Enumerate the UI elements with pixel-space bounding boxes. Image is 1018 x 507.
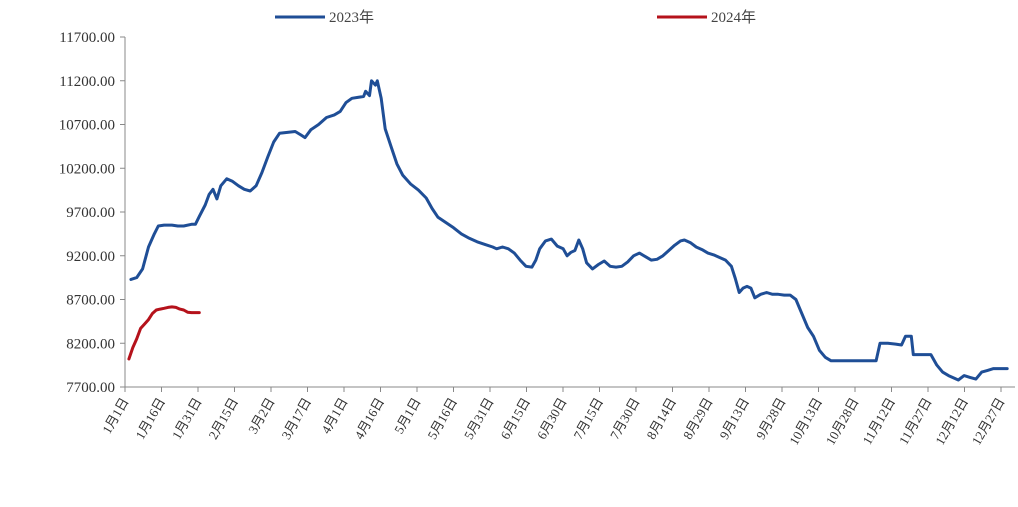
- y-axis: 7700.00 8200.00 8700.00 9200.00 9700.00 10200…: [59, 30, 126, 396]
- x-axis: 1月1日 1月16日 1月31日 2月15日 3月2日 3月17日 4月1日 4月16日 5月1…: [99, 386, 1015, 448]
- y-tick-label: 11200.00: [59, 74, 115, 90]
- x-tick-label: 10月13日: [786, 395, 825, 448]
- series-line-2: [127, 305, 201, 361]
- y-tick-label: 9200.00: [66, 249, 115, 265]
- x-tick-label: 5月1日: [391, 395, 423, 436]
- legend-label-1: 2023年: [329, 9, 374, 26]
- x-tick-label: 1月1日: [99, 395, 131, 436]
- y-tick-label: 10200.00: [59, 161, 115, 177]
- x-tick-label: 11月12日: [859, 395, 898, 447]
- x-tick-label: 1月31日: [169, 395, 205, 442]
- x-tick-label: 9月28日: [753, 395, 789, 442]
- x-tick-label: 5月16日: [424, 395, 460, 442]
- x-tick-label: 11月27日: [896, 395, 935, 447]
- x-tick-label: 10月28日: [823, 395, 862, 448]
- x-tick-label: 4月16日: [351, 395, 387, 442]
- x-tick-label: 2月15日: [205, 395, 241, 442]
- x-tick-label: 3月17日: [278, 395, 314, 442]
- x-tick-label: 8月14日: [643, 395, 679, 442]
- legend: 2023年 2024年: [275, 9, 756, 26]
- y-tick-label: 9700.00: [66, 205, 115, 221]
- x-tick-label: 1月16日: [132, 395, 168, 442]
- x-tick-label: 9月13日: [716, 395, 752, 442]
- x-tick-label: 7月30日: [607, 395, 643, 442]
- x-tick-label: 4月1日: [318, 395, 350, 436]
- series-line-1: [129, 79, 1009, 382]
- x-tick-label: 6月30日: [534, 395, 570, 442]
- x-tick-label: 3月2日: [245, 395, 277, 436]
- y-tick-label: 11700.00: [59, 30, 115, 46]
- x-tick-label: 12月12日: [932, 395, 971, 448]
- y-tick-label: 8700.00: [66, 293, 115, 309]
- y-tick-label: 8200.00: [66, 336, 115, 352]
- x-tick-label: 5月31日: [461, 395, 497, 442]
- y-tick-label: 7700.00: [66, 380, 115, 396]
- legend-label-2: 2024年: [711, 9, 756, 26]
- y-tick-label: 10700.00: [59, 118, 115, 134]
- x-tick-label: 12月27日: [969, 395, 1008, 448]
- x-tick-label: 7月15日: [570, 395, 606, 442]
- x-tick-label: 8月29日: [680, 395, 716, 442]
- x-tick-label: 6月15日: [497, 395, 533, 442]
- series-group: [127, 79, 1009, 382]
